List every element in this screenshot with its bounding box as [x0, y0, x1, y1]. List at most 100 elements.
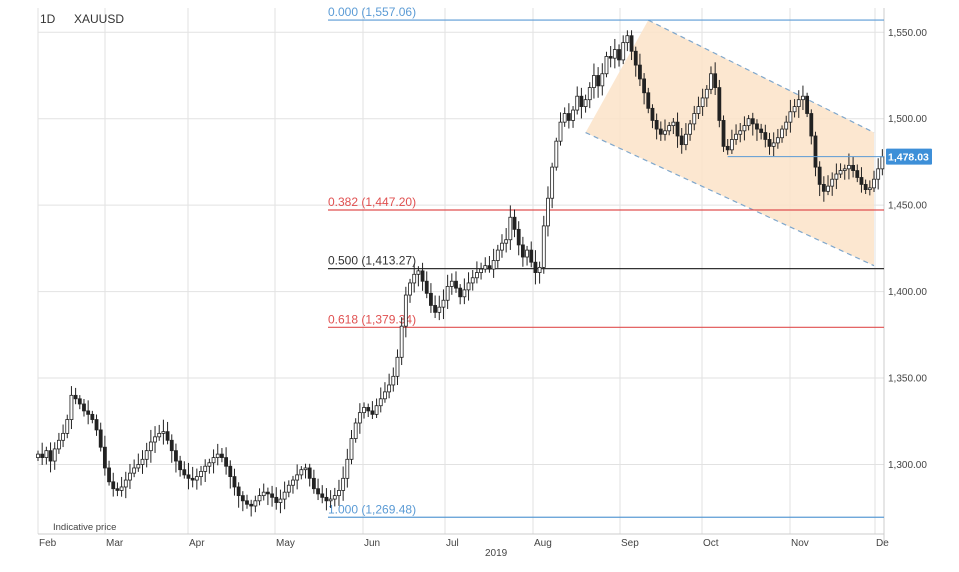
y-tick-label: 1,300.00 — [888, 460, 927, 471]
candle-body — [52, 448, 57, 462]
candle-body — [270, 493, 274, 498]
candle-body — [474, 272, 479, 279]
candle-body — [165, 431, 170, 441]
candle-body — [487, 265, 492, 270]
candle-body — [295, 474, 300, 481]
candle-body — [374, 405, 379, 415]
candle-body — [692, 113, 697, 125]
candle-body — [362, 407, 366, 414]
candle-body — [194, 476, 199, 481]
candle-body — [654, 120, 659, 130]
candle-body — [821, 184, 826, 192]
candle-body — [558, 121, 563, 142]
candle-body — [721, 120, 726, 147]
candle-body — [278, 498, 283, 503]
x-tick-label: Sep — [621, 538, 639, 549]
candle-body — [713, 73, 718, 88]
candle-body — [734, 133, 738, 140]
candle-body — [554, 140, 559, 168]
candle-body — [61, 432, 65, 441]
candle-body — [437, 306, 442, 313]
candle-body — [462, 289, 467, 298]
channel-fill — [585, 20, 874, 266]
candle-body — [77, 398, 82, 405]
candle-body — [688, 123, 692, 135]
candle-body — [508, 216, 513, 241]
candle-body — [838, 170, 843, 175]
candle-body — [291, 479, 295, 486]
candle-body — [633, 50, 638, 66]
candle-body — [349, 438, 354, 460]
candle-body — [190, 477, 195, 481]
candle-body — [796, 99, 801, 107]
candle-body — [650, 107, 655, 121]
candle-body — [671, 121, 676, 127]
candle-body — [332, 495, 337, 500]
candle-body — [199, 471, 203, 478]
candle-body — [228, 465, 233, 478]
candle-body — [592, 75, 596, 88]
candle-body — [94, 419, 99, 431]
candle-body — [667, 125, 672, 132]
candle-body — [826, 185, 830, 192]
candle-body — [65, 419, 70, 434]
fib-level-label: 1.000 (1,269.48) — [328, 502, 416, 516]
candle-body — [215, 453, 220, 458]
candle-body — [684, 133, 688, 146]
candle-body — [566, 113, 571, 121]
fib-level-label: 0.500 (1,413.27) — [328, 254, 416, 268]
candle-body — [136, 464, 141, 469]
y-tick-label: 1,550.00 — [888, 28, 927, 39]
x-tick-label: Apr — [189, 538, 205, 549]
candle-body — [98, 429, 103, 448]
candle-body — [433, 305, 438, 313]
candle-body — [82, 403, 86, 412]
candle-body — [169, 439, 174, 452]
candle-body — [859, 177, 864, 185]
x-tick-label: Feb — [39, 538, 57, 549]
fibonacci-levels: 0.000 (1,557.06) 0.382 (1,447.20) 0.500 (1… — [328, 5, 884, 518]
candle-body — [429, 292, 433, 306]
candle-body — [813, 135, 818, 168]
candle-body — [40, 453, 45, 458]
last-price-label: 1,478.03 — [888, 152, 929, 164]
candle-body — [207, 462, 212, 467]
candle-body — [855, 170, 860, 178]
candle-body — [357, 412, 362, 424]
candle-body — [320, 493, 325, 498]
candle-body — [157, 432, 162, 438]
candle-body — [571, 109, 575, 121]
candle-body — [533, 261, 538, 273]
x-tick-label: Jun — [364, 538, 380, 549]
candle-body — [562, 113, 567, 123]
price-channel — [585, 19, 875, 267]
candle-body — [867, 187, 872, 190]
candle-body — [834, 173, 839, 180]
candle-body — [729, 139, 734, 151]
candle-body — [303, 467, 308, 471]
candle-body — [299, 469, 304, 476]
candle-body — [792, 106, 797, 113]
y-tick-label: 1,500.00 — [888, 114, 927, 125]
candle-body — [286, 484, 291, 493]
candle-body — [755, 123, 759, 130]
candle-body — [261, 491, 266, 497]
candle-body — [203, 465, 208, 472]
candle-body — [90, 413, 95, 420]
candle-body — [111, 481, 116, 490]
candle-body — [337, 490, 341, 497]
candle-body — [575, 95, 580, 111]
channel-upper-line — [648, 19, 875, 134]
candle-body — [763, 132, 768, 140]
candle-body — [36, 453, 40, 458]
candles — [36, 30, 885, 517]
candle-body — [449, 280, 454, 287]
last-price-badge — [886, 148, 932, 165]
candle-body — [700, 97, 705, 107]
candle-body — [73, 394, 78, 400]
candle-body — [366, 407, 371, 412]
candle-body — [470, 277, 475, 284]
candle-body — [550, 166, 555, 199]
candle-body — [801, 95, 805, 101]
candle-body — [863, 184, 868, 190]
